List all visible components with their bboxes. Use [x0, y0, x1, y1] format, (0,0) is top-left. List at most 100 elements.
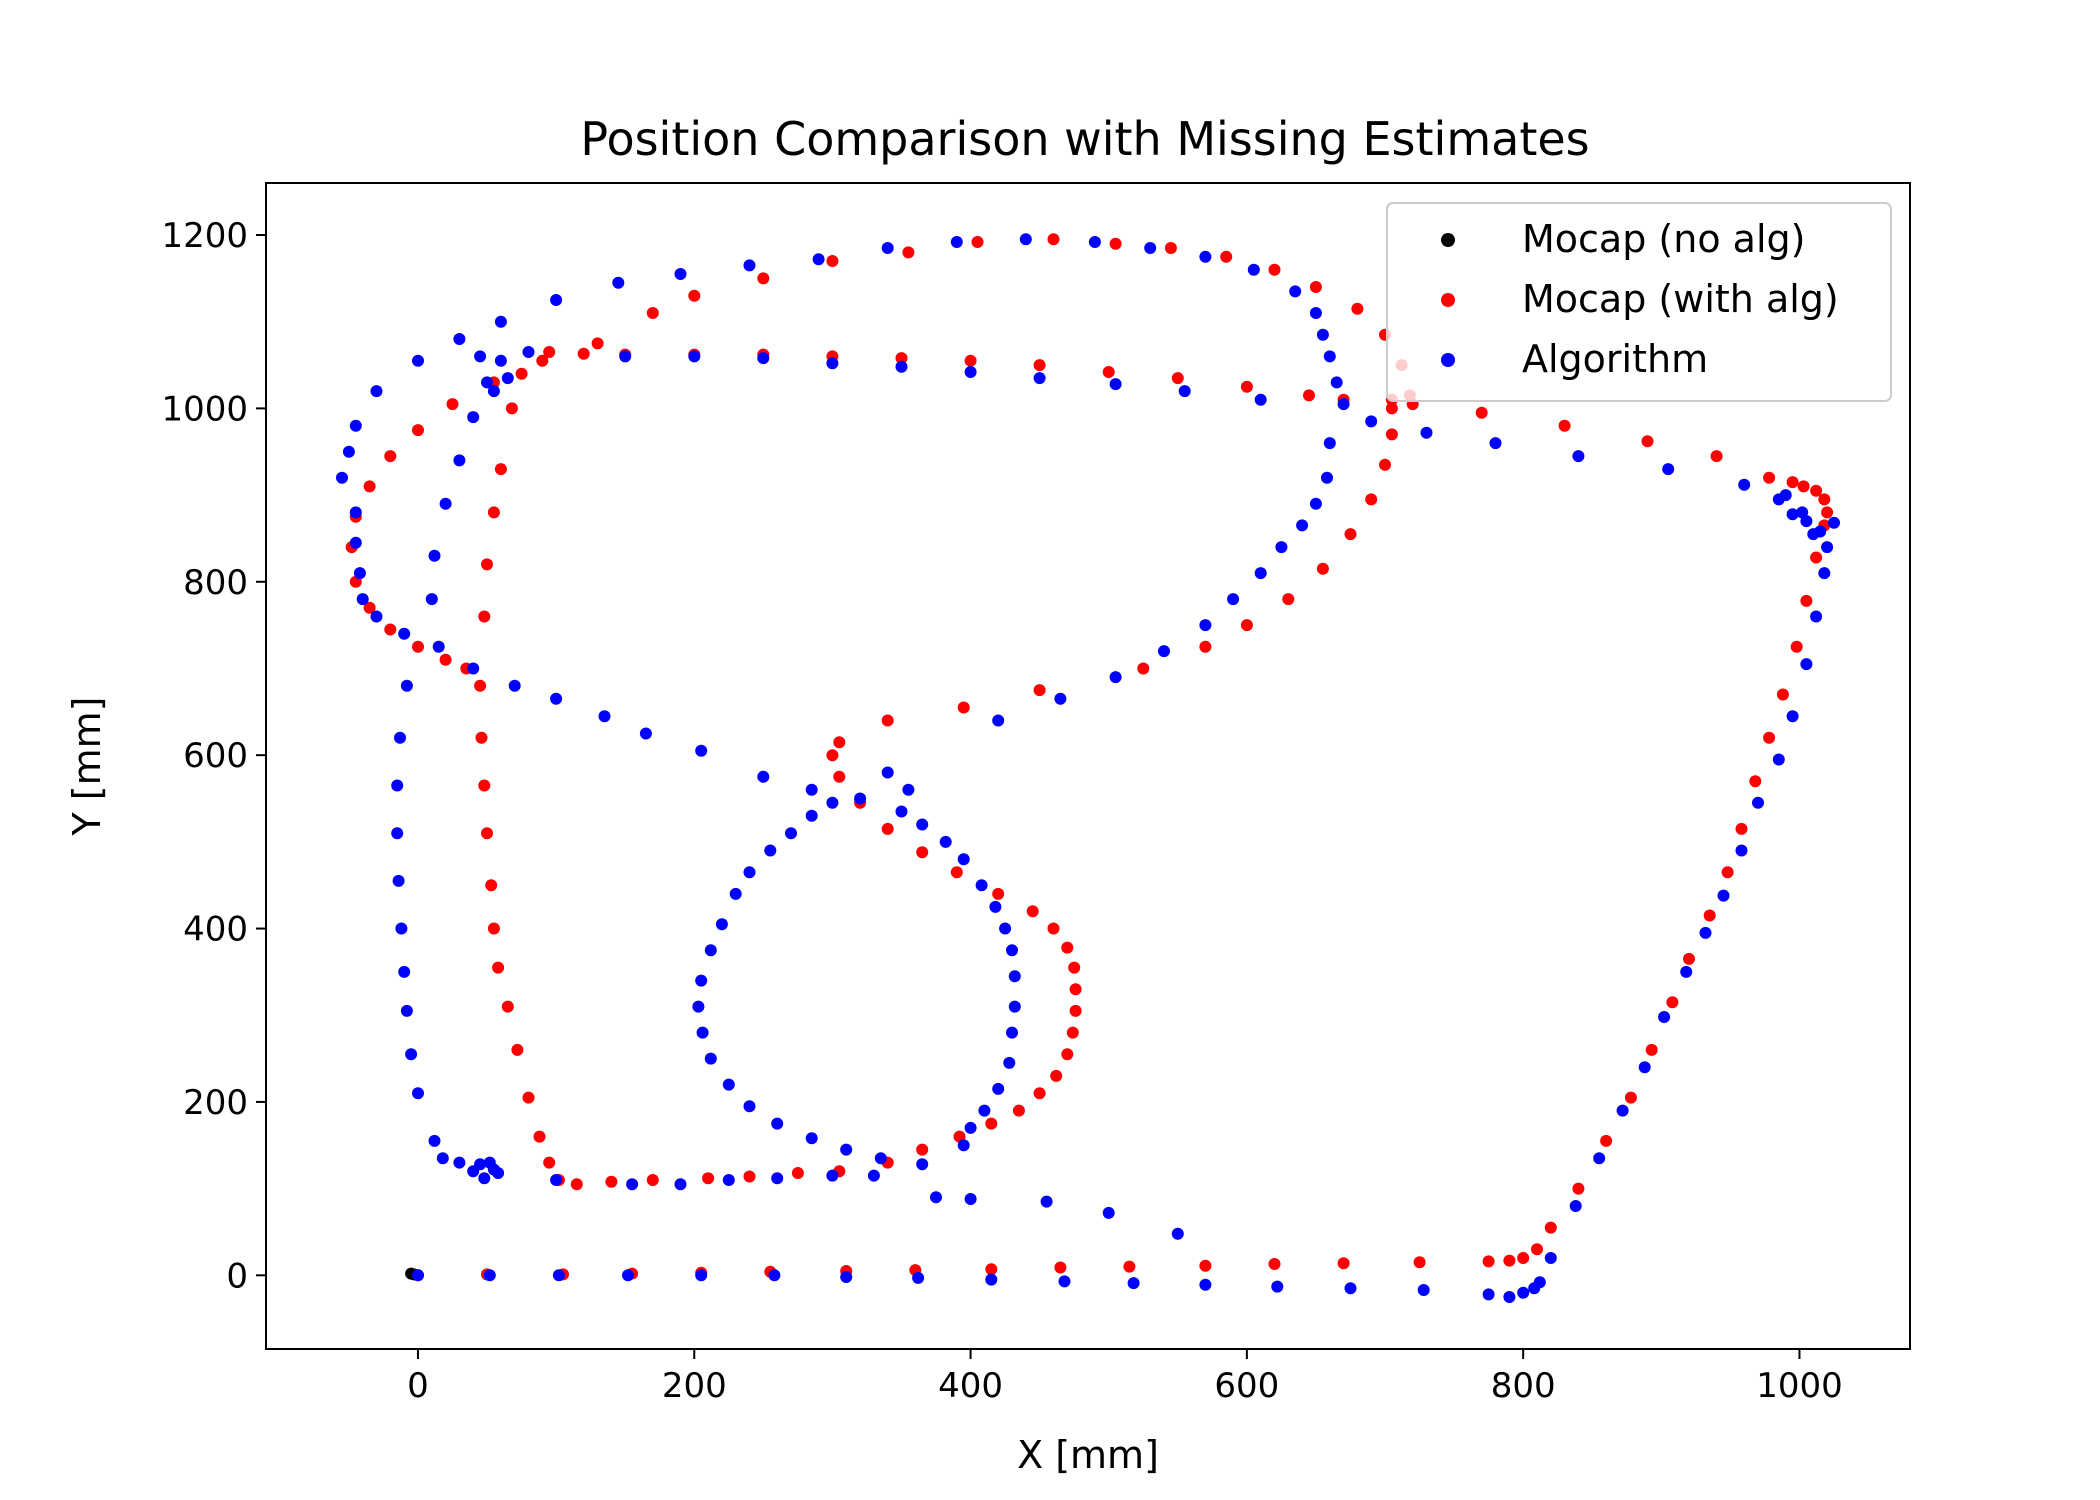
point-algorithm-4 — [695, 1269, 708, 1282]
point-algorithm-181 — [1323, 437, 1336, 450]
point-algorithm-84 — [508, 679, 521, 692]
point-mocap-with-alg-32 — [1790, 640, 1803, 653]
point-algorithm-17 — [1517, 1286, 1530, 1299]
point-mocap-with-alg-89 — [570, 1178, 583, 1191]
point-mocap-with-alg-39 — [1797, 480, 1810, 493]
point-mocap-with-alg-100 — [478, 779, 491, 792]
point-algorithm-90 — [805, 783, 818, 796]
point-mocap-with-alg-98 — [485, 879, 498, 892]
point-algorithm-10 — [1127, 1277, 1140, 1290]
point-algorithm-28 — [1717, 889, 1730, 902]
point-algorithm-147 — [1040, 1195, 1053, 1208]
point-algorithm-87 — [639, 727, 652, 740]
point-mocap-with-alg-107 — [363, 601, 376, 614]
point-algorithm-93 — [881, 766, 894, 779]
point-algorithm-174 — [826, 357, 839, 370]
point-algorithm-59 — [1144, 242, 1157, 254]
point-mocap-with-alg-59 — [881, 714, 894, 727]
point-algorithm-173 — [757, 352, 770, 365]
point-mocap-with-alg-114 — [446, 398, 459, 411]
point-mocap-with-alg-43 — [1641, 435, 1654, 448]
point-mocap-with-alg-28 — [1735, 822, 1748, 835]
point-algorithm-113 — [957, 1139, 970, 1152]
point-mocap-with-alg-23 — [1645, 1043, 1658, 1056]
point-algorithm-156 — [391, 827, 404, 840]
point-algorithm-97 — [764, 844, 777, 857]
y-tick-label: 800 — [183, 563, 248, 603]
point-mocap-with-alg-135 — [543, 346, 556, 358]
point-algorithm-78 — [353, 567, 366, 580]
point-algorithm-46 — [1662, 463, 1675, 476]
point-algorithm-24 — [1638, 1061, 1651, 1074]
point-mocap-with-alg-21 — [1600, 1134, 1613, 1147]
point-mocap-with-alg-25 — [1683, 952, 1695, 965]
point-algorithm-178 — [1109, 378, 1122, 391]
point-mocap-with-alg-88 — [605, 1175, 618, 1188]
point-mocap-with-alg-66 — [950, 866, 963, 879]
point-mocap-with-alg-123 — [971, 236, 984, 248]
point-algorithm-144 — [867, 1169, 880, 1182]
legend-box — [1386, 202, 1892, 402]
point-algorithm-120 — [1008, 970, 1021, 983]
point-mocap-with-alg-19 — [1544, 1221, 1557, 1234]
point-mocap-with-alg-101 — [475, 731, 488, 744]
point-mocap-with-alg-128 — [1268, 263, 1281, 276]
point-algorithm-95 — [805, 809, 818, 822]
point-mocap-with-alg-61 — [826, 749, 839, 762]
point-algorithm-176 — [964, 366, 977, 378]
point-mocap-with-alg-121 — [826, 255, 839, 267]
point-algorithm-26 — [1680, 965, 1693, 978]
point-mocap-with-alg-136 — [577, 347, 590, 360]
point-algorithm-32 — [1786, 710, 1799, 723]
point-mocap-with-alg-13 — [1337, 1257, 1350, 1270]
point-algorithm-55 — [1309, 307, 1322, 319]
y-tick-label: 200 — [183, 1083, 248, 1123]
point-mocap-with-alg-102 — [474, 679, 487, 692]
point-mocap-with-alg-31 — [1776, 688, 1789, 701]
point-algorithm-106 — [722, 1078, 735, 1091]
point-mocap-with-alg-41 — [1763, 471, 1776, 484]
point-algorithm-114 — [964, 1121, 977, 1134]
point-mocap-with-alg-73 — [1069, 1004, 1082, 1017]
point-mocap-with-alg-42 — [1710, 450, 1723, 463]
point-algorithm-121 — [1006, 944, 1018, 957]
point-mocap-with-alg-10 — [1123, 1260, 1136, 1273]
point-mocap-with-alg-38 — [1810, 484, 1823, 497]
point-mocap-with-alg-40 — [1786, 476, 1799, 489]
point-algorithm-66 — [674, 268, 687, 280]
point-algorithm-88 — [695, 744, 708, 757]
point-algorithm-41 — [1828, 516, 1840, 529]
point-algorithm-115 — [978, 1104, 991, 1117]
point-mocap-with-alg-75 — [1061, 1048, 1074, 1061]
point-algorithm-7 — [912, 1271, 925, 1284]
point-algorithm-137 — [492, 1167, 505, 1179]
point-algorithm-71 — [412, 354, 424, 367]
point-mocap-with-alg-36 — [1821, 506, 1834, 519]
point-algorithm-60 — [1088, 236, 1101, 248]
point-algorithm-136 — [483, 1156, 496, 1169]
point-algorithm-36 — [1821, 541, 1834, 554]
point-algorithm-138 — [550, 1174, 563, 1186]
point-mocap-with-alg-26 — [1703, 909, 1716, 922]
point-algorithm-98 — [743, 866, 756, 879]
x-tick-label: 0 — [407, 1366, 429, 1406]
legend-marker-mocap-no-alg — [1441, 233, 1455, 247]
point-mocap-with-alg-84 — [791, 1167, 804, 1179]
legend-label-mocap-no-alg: Mocap (no alg) — [1522, 217, 1805, 261]
point-algorithm-52 — [1330, 376, 1343, 389]
point-algorithm-2 — [552, 1269, 565, 1282]
point-algorithm-89 — [757, 770, 770, 783]
point-mocap-with-alg-14 — [1413, 1256, 1426, 1269]
point-algorithm-56 — [1289, 285, 1302, 298]
point-mocap-with-alg-76 — [1050, 1069, 1063, 1082]
point-algorithm-72 — [370, 385, 383, 398]
y-axis-ticks: 0 200 400 600 800 1000 1200 — [161, 216, 266, 1296]
x-tick-label: 1000 — [1756, 1366, 1843, 1406]
point-mocap-with-alg-119 — [688, 289, 701, 302]
point-mocap-with-alg-77 — [1033, 1087, 1046, 1100]
point-algorithm-86 — [598, 710, 611, 723]
point-algorithm-165 — [481, 376, 493, 389]
point-algorithm-103 — [692, 1000, 705, 1013]
point-mocap-with-alg-142 — [964, 354, 977, 367]
point-algorithm-94 — [826, 796, 839, 809]
